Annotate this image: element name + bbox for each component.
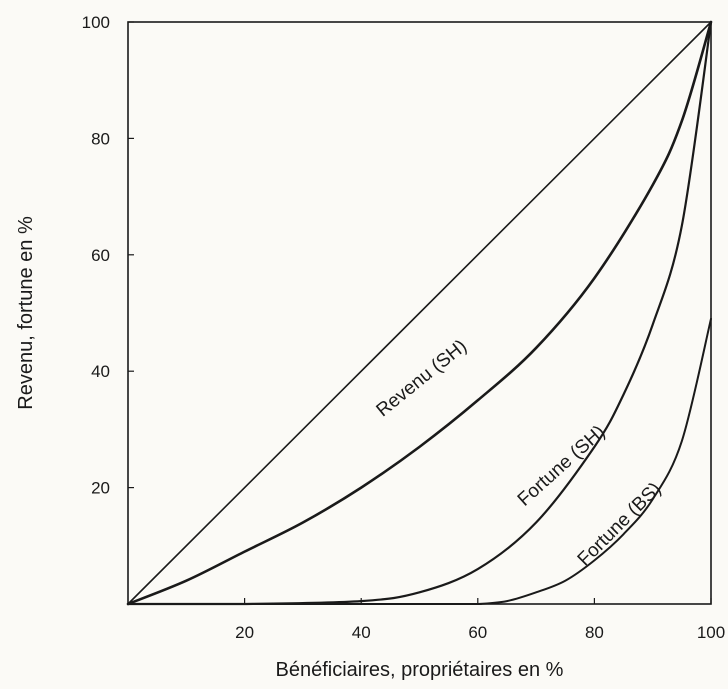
axis-ticks: 20 40 60 80 100 20 40 60 80 100 (82, 13, 726, 642)
x-tick-label: 60 (468, 623, 487, 642)
fortune-sh-curve (126, 20, 713, 606)
y-tick-label: 100 (82, 13, 110, 32)
y-tick-label: 20 (91, 479, 110, 498)
fortune-sh-label: Fortune (SH) (514, 421, 610, 510)
fortune-bs-label: Fortune (BS) (574, 479, 666, 571)
x-tick-label: 80 (585, 623, 604, 642)
x-tick-label: 20 (235, 623, 254, 642)
y-tick-label: 60 (91, 246, 110, 265)
equality-line (127, 21, 712, 605)
y-axis-title: Revenu, fortune en % (15, 216, 37, 410)
curves (126, 20, 713, 606)
y-tick-label: 40 (91, 362, 110, 381)
x-tick-label: 40 (352, 623, 371, 642)
revenu-sh-label: Revenu (SH) (373, 336, 472, 421)
revenu-sh-curve (126, 20, 713, 606)
x-axis-title: Bénéficiaires, propriétaires en % (276, 659, 564, 681)
curve-labels: Revenu (SH) Fortune (SH)Fortune (BS) (373, 336, 666, 570)
fortune-bs-curve (127, 317, 712, 606)
x-tick-label: 100 (697, 623, 725, 642)
y-tick-label: 80 (91, 129, 110, 148)
